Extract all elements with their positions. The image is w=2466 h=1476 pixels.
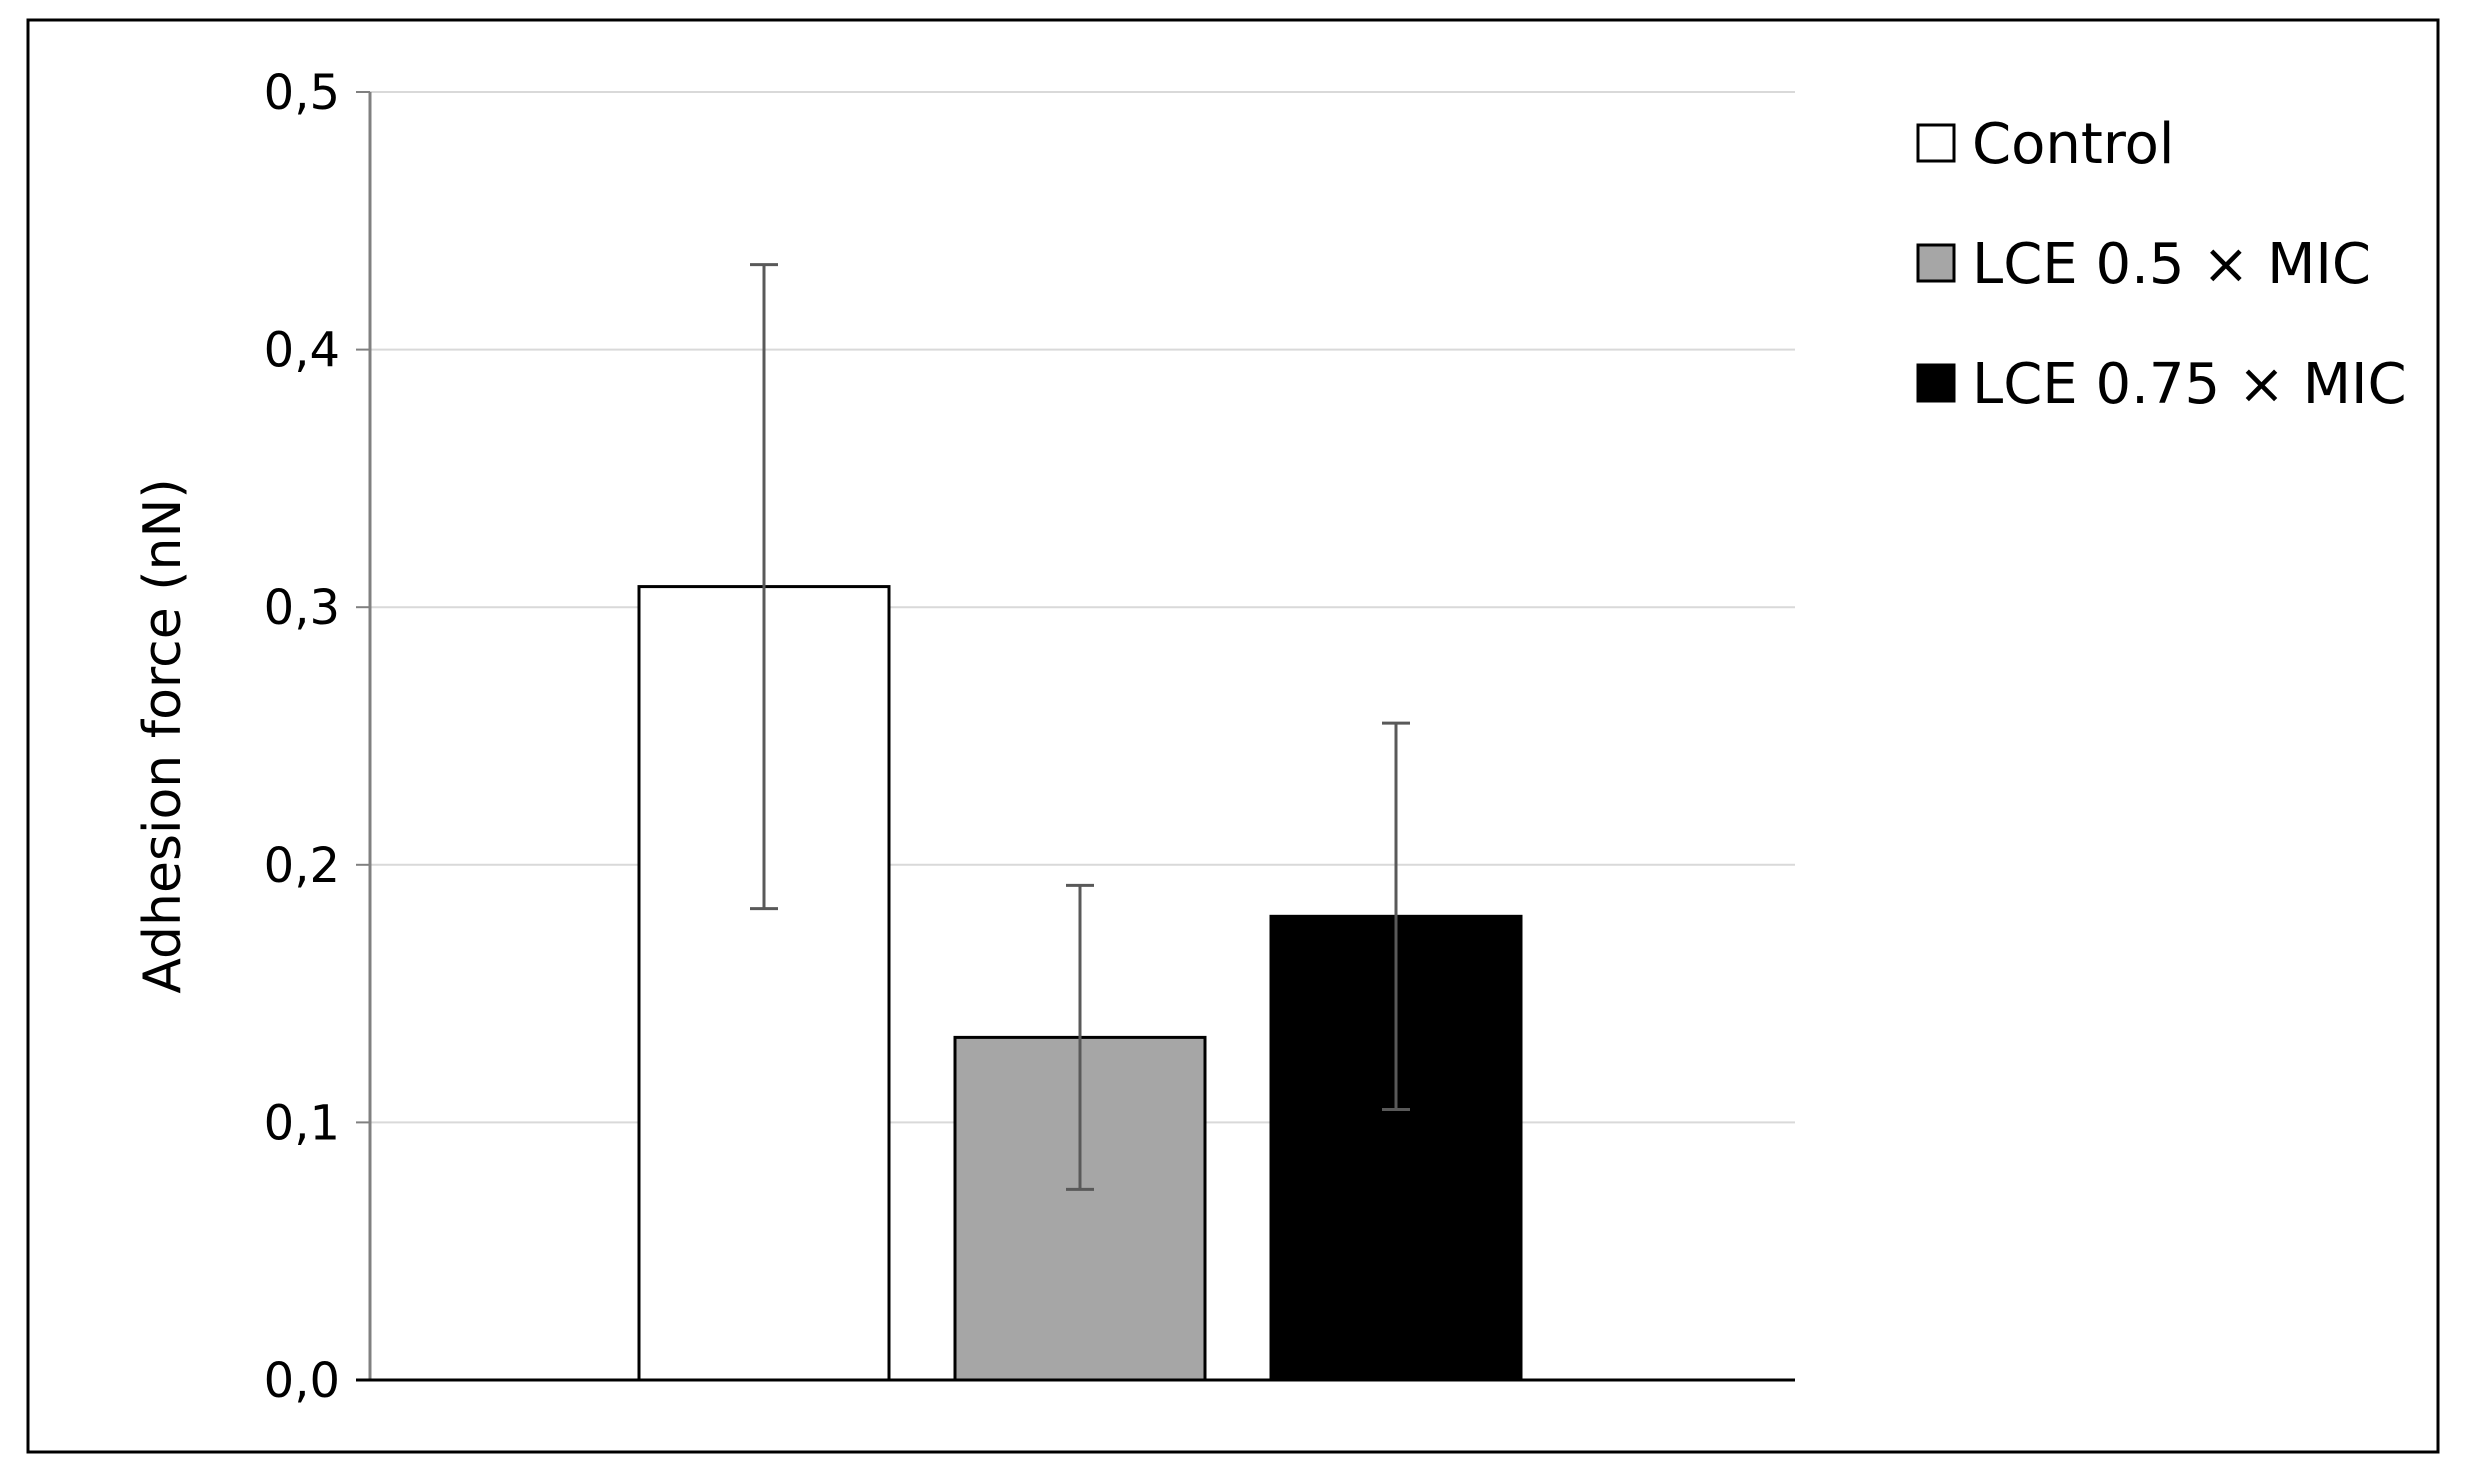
- legend-label-control: Control: [1972, 112, 2174, 177]
- legend-label-lce-0-75-mic: LCE 0.75 × MIC: [1972, 352, 2407, 417]
- gridlines: [370, 91, 1795, 1124]
- y-tick-label-2: 0,2: [264, 838, 340, 894]
- y-tick-label-1: 0,1: [264, 1095, 340, 1151]
- figure-frame: [26, 18, 2440, 1454]
- legend-label-lce-0-5-mic: LCE 0.5 × MIC: [1972, 232, 2371, 297]
- legend: Control LCE 0.5 × MIC LCE 0.75 × MIC: [1916, 112, 2407, 417]
- legend-swatch-control: [1916, 123, 1956, 163]
- y-tick-label-3: 0,3: [264, 580, 340, 636]
- y-tick-label-5: 0,5: [264, 65, 340, 121]
- error-bars: [750, 263, 1410, 1191]
- y-tick-label-4: 0,4: [264, 323, 340, 379]
- legend-swatch-lce-0-5-mic: [1916, 243, 1956, 283]
- y-tick-label-0: 0,0: [264, 1353, 340, 1409]
- bars: [637, 585, 1523, 1382]
- axes: [356, 91, 1795, 1382]
- legend-swatch-lce-0-75-mic: [1916, 363, 1956, 403]
- y-tick-labels: 0,0 0,1 0,2 0,3 0,4 0,5: [264, 65, 340, 1409]
- y-axis-title: Adhesion force (nN): [133, 478, 193, 993]
